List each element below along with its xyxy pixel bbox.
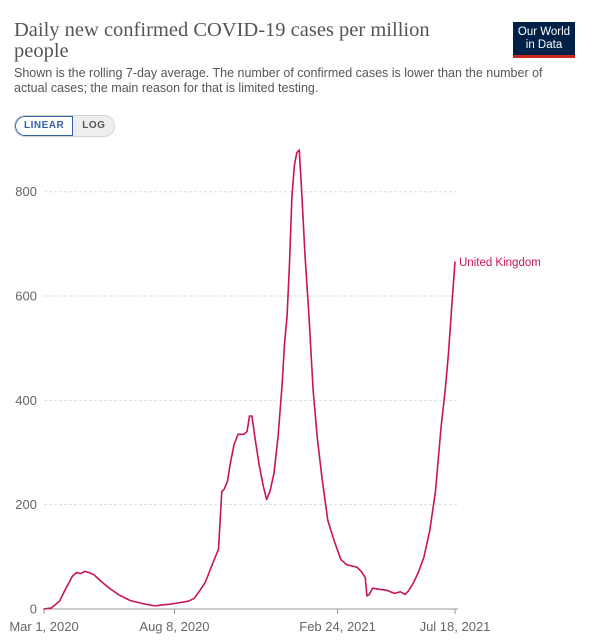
y-tick-label: 200 <box>15 497 37 512</box>
scale-toggle[interactable]: LINEAR LOG <box>14 115 116 137</box>
chart-title: Daily new confirmed COVID-19 cases per m… <box>14 19 430 62</box>
chart-subtitle: Shown is the rolling 7-day average. The … <box>14 66 543 95</box>
logo-line-2: in Data <box>525 39 563 51</box>
x-tick-label: Feb 24, 2021 <box>299 619 376 634</box>
linear-scale-button[interactable]: LINEAR <box>15 116 74 136</box>
log-scale-button[interactable]: LOG <box>73 116 115 136</box>
x-tick-label: Jul 18, 2021 <box>420 619 491 634</box>
logo-line-1: Our World <box>517 26 571 38</box>
x-tick-label: Aug 8, 2020 <box>139 619 209 634</box>
y-tick-label: 800 <box>15 184 37 199</box>
x-tick-label: Mar 1, 2020 <box>9 619 78 634</box>
owid-logo[interactable]: Our World in Data <box>513 22 575 58</box>
y-tick-label: 400 <box>15 393 37 408</box>
series-line-united-kingdom[interactable] <box>43 149 456 610</box>
series-label-united-kingdom: United Kingdom <box>459 257 541 269</box>
y-tick-label: 600 <box>15 289 37 304</box>
y-tick-label: 0 <box>30 602 37 617</box>
